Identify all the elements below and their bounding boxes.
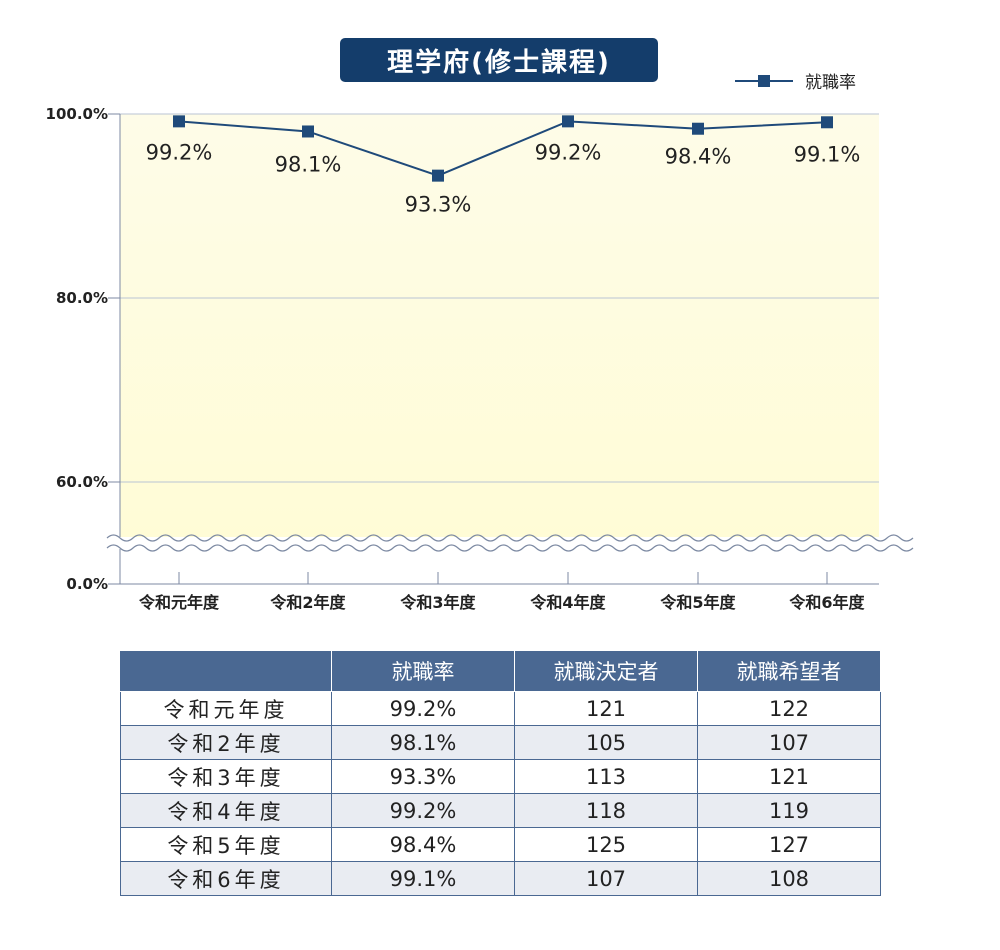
table-cell-rate: 99.2% (331, 793, 515, 828)
table-row: 令和6年度 99.1% 107 108 (120, 861, 881, 896)
table-cell-wanted: 107 (697, 725, 881, 760)
data-point-marker (173, 115, 185, 128)
data-point-marker (432, 169, 444, 182)
axis-break (105, 534, 914, 552)
table-row: 令和5年度 98.4% 125 127 (120, 827, 881, 862)
table-cell-year: 令和2年度 (120, 725, 332, 760)
data-label: 98.4% (665, 145, 732, 169)
table-header-wanted: 就職希望者 (697, 650, 881, 692)
y-tick-label: 80.0% (56, 289, 108, 307)
x-tick-label: 令和3年度 (399, 593, 476, 612)
table-row: 令和3年度 93.3% 113 121 (120, 759, 881, 794)
table-header-decided: 就職決定者 (514, 650, 698, 692)
table-header-row: 就職率 就職決定者 就職希望者 (120, 650, 881, 692)
data-label: 98.1% (275, 152, 342, 176)
table-cell-wanted: 119 (697, 793, 881, 828)
table-cell-rate: 99.1% (331, 861, 515, 896)
table-cell-year: 令和6年度 (120, 861, 332, 896)
x-tick-label: 令和2年度 (269, 593, 346, 612)
table-cell-rate: 98.1% (331, 725, 515, 760)
table-cell-decided: 113 (514, 759, 698, 794)
plot-area (120, 114, 879, 543)
series-line (173, 115, 833, 182)
series-line-path (178, 120, 828, 177)
legend: 就職率 (735, 68, 856, 93)
table-cell-year: 令和元年度 (120, 691, 332, 726)
table-cell-year: 令和5年度 (120, 827, 332, 862)
labels: 99.2% 98.1% 93.3% 99.2% 98.4% 99.1% (146, 140, 861, 216)
y-tick-label: 0.0% (66, 575, 108, 593)
data-point-marker (562, 115, 574, 128)
data-label: 99.1% (794, 142, 861, 166)
data-point-marker (821, 116, 833, 129)
table-header-rate: 就職率 (331, 650, 515, 692)
table-cell-rate: 99.2% (331, 691, 515, 726)
chart-area: 100.0% 80.0% 60.0% 0.0% 令和元年度 令和2年度 令和3年度 令和4年度… (46, 105, 914, 612)
table-cell-decided: 107 (514, 861, 698, 896)
table-cell-wanted: 121 (697, 759, 881, 794)
table-header-corner (120, 650, 332, 692)
axis-break-wave (106, 534, 914, 542)
legend-label: 就職率 (805, 73, 856, 93)
table-cell-decided: 105 (514, 725, 698, 760)
y-tick-label: 60.0% (56, 473, 108, 491)
table-row: 令和元年度 99.2% 121 122 (120, 691, 881, 726)
data-table: 就職率 就職決定者 就職希望者 令和元年度 99.2% 121 122 令和2年… (120, 650, 881, 896)
data-label: 99.2% (146, 140, 213, 164)
table-cell-wanted: 122 (697, 691, 881, 726)
table-cell-wanted: 108 (697, 861, 881, 896)
table-cell-year: 令和4年度 (120, 793, 332, 828)
chart-title: 理学府(修士課程) (340, 38, 658, 82)
gridlines (120, 113, 879, 483)
y-tick-label: 100.0% (46, 105, 108, 123)
data-point-marker (692, 122, 704, 135)
table-cell-rate: 93.3% (331, 759, 515, 794)
axis-break-wave (106, 544, 914, 552)
table-cell-decided: 118 (514, 793, 698, 828)
table-cell-decided: 125 (514, 827, 698, 862)
legend-line-marker-icon (735, 74, 793, 88)
table-cell-year: 令和3年度 (120, 759, 332, 794)
x-tick-label: 令和5年度 (659, 593, 736, 612)
data-label: 93.3% (405, 193, 472, 217)
data-label: 99.2% (535, 140, 602, 164)
table-cell-rate: 98.4% (331, 827, 515, 862)
x-tick-label: 令和4年度 (529, 593, 606, 612)
axes: 100.0% 80.0% 60.0% 0.0% 令和元年度 令和2年度 令和3年度 令和4年度… (46, 105, 879, 612)
x-tick-label: 令和6年度 (788, 593, 865, 612)
table-row: 令和4年度 99.2% 118 119 (120, 793, 881, 828)
table-cell-wanted: 127 (697, 827, 881, 862)
table-row: 令和2年度 98.1% 105 107 (120, 725, 881, 760)
plot-background (120, 114, 879, 543)
data-point-marker (302, 125, 314, 138)
x-tick-label: 令和元年度 (138, 593, 220, 612)
table-cell-decided: 121 (514, 691, 698, 726)
